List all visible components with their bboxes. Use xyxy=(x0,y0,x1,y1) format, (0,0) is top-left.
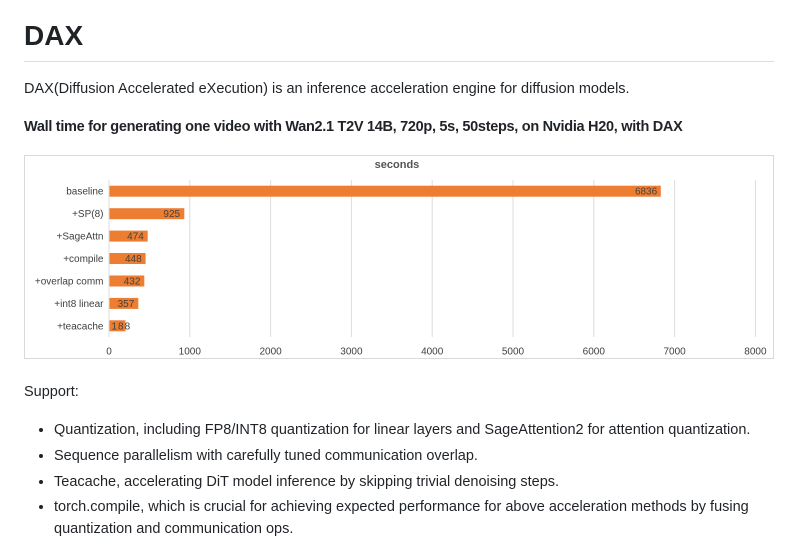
svg-text:448: 448 xyxy=(125,254,142,265)
svg-text:474: 474 xyxy=(127,231,144,242)
svg-text:+compile: +compile xyxy=(63,254,104,265)
svg-text:+teacache: +teacache xyxy=(57,321,104,332)
svg-text:6836: 6836 xyxy=(635,186,658,197)
svg-text:188: 188 xyxy=(112,321,132,332)
svg-text:6000: 6000 xyxy=(583,346,606,357)
svg-text:432: 432 xyxy=(124,276,141,287)
svg-text:+SP(8): +SP(8) xyxy=(72,209,103,220)
svg-text:+overlap comm: +overlap comm xyxy=(35,276,104,287)
svg-text:baseline: baseline xyxy=(66,186,104,197)
svg-text:8000: 8000 xyxy=(744,346,767,357)
svg-text:seconds: seconds xyxy=(375,159,420,171)
svg-text:+int8 linear: +int8 linear xyxy=(54,298,104,309)
svg-text:+SageAttn: +SageAttn xyxy=(57,231,104,242)
svg-text:4000: 4000 xyxy=(421,346,444,357)
svg-text:5000: 5000 xyxy=(502,346,525,357)
svg-text:357: 357 xyxy=(118,298,135,309)
svg-text:1000: 1000 xyxy=(179,346,202,357)
svg-text:2000: 2000 xyxy=(259,346,282,357)
svg-text:0: 0 xyxy=(106,346,112,357)
svg-text:3000: 3000 xyxy=(340,346,363,357)
svg-text:925: 925 xyxy=(163,209,180,220)
svg-text:7000: 7000 xyxy=(663,346,686,357)
